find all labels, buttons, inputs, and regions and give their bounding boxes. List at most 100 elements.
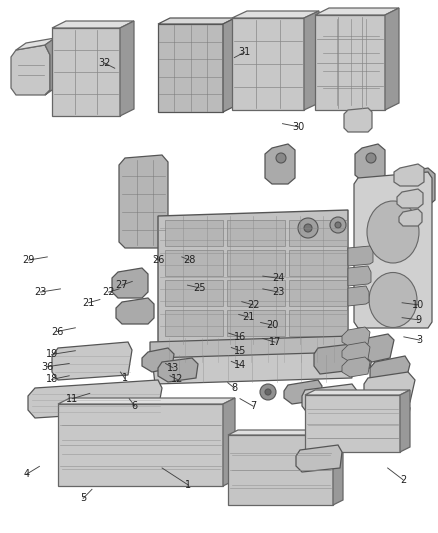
Text: 26: 26 bbox=[152, 255, 165, 265]
Polygon shape bbox=[11, 45, 50, 95]
Polygon shape bbox=[344, 108, 372, 132]
Polygon shape bbox=[322, 12, 392, 18]
Circle shape bbox=[304, 224, 312, 232]
Text: 8: 8 bbox=[231, 383, 237, 393]
Polygon shape bbox=[232, 11, 319, 18]
Polygon shape bbox=[52, 28, 120, 116]
Text: 32: 32 bbox=[98, 58, 110, 68]
Text: 21: 21 bbox=[82, 298, 95, 308]
Polygon shape bbox=[223, 18, 235, 112]
Polygon shape bbox=[342, 327, 370, 347]
Text: 22: 22 bbox=[102, 287, 115, 297]
Polygon shape bbox=[333, 430, 343, 505]
Polygon shape bbox=[227, 250, 285, 276]
Polygon shape bbox=[52, 21, 134, 28]
Text: 1: 1 bbox=[122, 374, 128, 383]
Text: 3: 3 bbox=[417, 335, 423, 345]
Polygon shape bbox=[165, 250, 223, 276]
Polygon shape bbox=[58, 404, 223, 486]
Ellipse shape bbox=[369, 272, 417, 327]
Polygon shape bbox=[315, 8, 399, 15]
Polygon shape bbox=[364, 372, 415, 408]
Circle shape bbox=[366, 153, 376, 163]
Polygon shape bbox=[265, 144, 295, 184]
Text: 20: 20 bbox=[266, 320, 279, 330]
Text: 22: 22 bbox=[247, 300, 259, 310]
Polygon shape bbox=[289, 250, 347, 276]
Polygon shape bbox=[315, 15, 385, 110]
Circle shape bbox=[265, 389, 271, 395]
Polygon shape bbox=[314, 342, 374, 374]
Polygon shape bbox=[284, 380, 322, 404]
Polygon shape bbox=[120, 21, 134, 116]
Polygon shape bbox=[112, 268, 148, 298]
Text: 9: 9 bbox=[415, 315, 421, 325]
Ellipse shape bbox=[367, 201, 419, 263]
Text: 28: 28 bbox=[183, 255, 195, 265]
Polygon shape bbox=[304, 11, 319, 110]
Text: 30: 30 bbox=[293, 122, 305, 132]
Polygon shape bbox=[342, 342, 370, 362]
Text: 18: 18 bbox=[46, 375, 58, 384]
Circle shape bbox=[413, 177, 423, 187]
Text: 19: 19 bbox=[46, 350, 58, 359]
Text: 23: 23 bbox=[272, 287, 284, 297]
Polygon shape bbox=[227, 220, 285, 246]
Text: 2: 2 bbox=[400, 475, 406, 484]
Polygon shape bbox=[380, 12, 392, 106]
Text: 11: 11 bbox=[66, 394, 78, 403]
Polygon shape bbox=[119, 155, 168, 248]
Text: 5: 5 bbox=[80, 494, 86, 503]
Polygon shape bbox=[45, 38, 55, 95]
Text: 36: 36 bbox=[41, 362, 53, 372]
Polygon shape bbox=[158, 210, 348, 345]
Polygon shape bbox=[322, 18, 380, 106]
Polygon shape bbox=[142, 348, 174, 372]
Polygon shape bbox=[348, 286, 369, 306]
Polygon shape bbox=[370, 356, 410, 386]
Text: 24: 24 bbox=[272, 273, 284, 283]
Text: 16: 16 bbox=[234, 332, 246, 342]
Polygon shape bbox=[296, 445, 342, 472]
Circle shape bbox=[276, 153, 286, 163]
Polygon shape bbox=[158, 18, 235, 24]
Polygon shape bbox=[165, 280, 223, 306]
Text: 31: 31 bbox=[238, 47, 251, 57]
Polygon shape bbox=[150, 336, 352, 364]
Polygon shape bbox=[16, 38, 55, 50]
Polygon shape bbox=[165, 310, 223, 336]
Circle shape bbox=[260, 384, 276, 400]
Polygon shape bbox=[305, 390, 410, 395]
Text: 4: 4 bbox=[23, 470, 29, 479]
Polygon shape bbox=[394, 164, 424, 186]
Polygon shape bbox=[399, 209, 422, 226]
Polygon shape bbox=[305, 395, 400, 452]
Polygon shape bbox=[227, 280, 285, 306]
Text: 13: 13 bbox=[167, 363, 179, 373]
Polygon shape bbox=[158, 358, 198, 382]
Text: 15: 15 bbox=[234, 346, 246, 356]
Polygon shape bbox=[152, 352, 352, 384]
Text: 26: 26 bbox=[51, 327, 63, 336]
Polygon shape bbox=[289, 220, 347, 246]
Polygon shape bbox=[52, 342, 132, 380]
Circle shape bbox=[335, 222, 341, 228]
Text: 6: 6 bbox=[132, 401, 138, 411]
Polygon shape bbox=[232, 18, 304, 110]
Polygon shape bbox=[227, 310, 285, 336]
Polygon shape bbox=[228, 430, 343, 435]
Polygon shape bbox=[348, 266, 371, 286]
Circle shape bbox=[330, 217, 346, 233]
Text: 25: 25 bbox=[193, 283, 205, 293]
Polygon shape bbox=[397, 189, 423, 208]
Polygon shape bbox=[289, 280, 347, 306]
Polygon shape bbox=[302, 384, 358, 414]
Text: 27: 27 bbox=[116, 280, 128, 290]
Text: 23: 23 bbox=[34, 287, 46, 297]
Polygon shape bbox=[385, 8, 399, 110]
Text: 12: 12 bbox=[171, 375, 184, 384]
Polygon shape bbox=[348, 246, 373, 266]
Polygon shape bbox=[401, 168, 435, 206]
Polygon shape bbox=[165, 220, 223, 246]
Text: 14: 14 bbox=[234, 360, 246, 370]
